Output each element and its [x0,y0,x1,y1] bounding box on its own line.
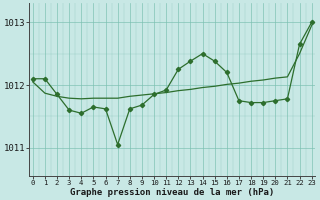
X-axis label: Graphe pression niveau de la mer (hPa): Graphe pression niveau de la mer (hPa) [70,188,274,197]
